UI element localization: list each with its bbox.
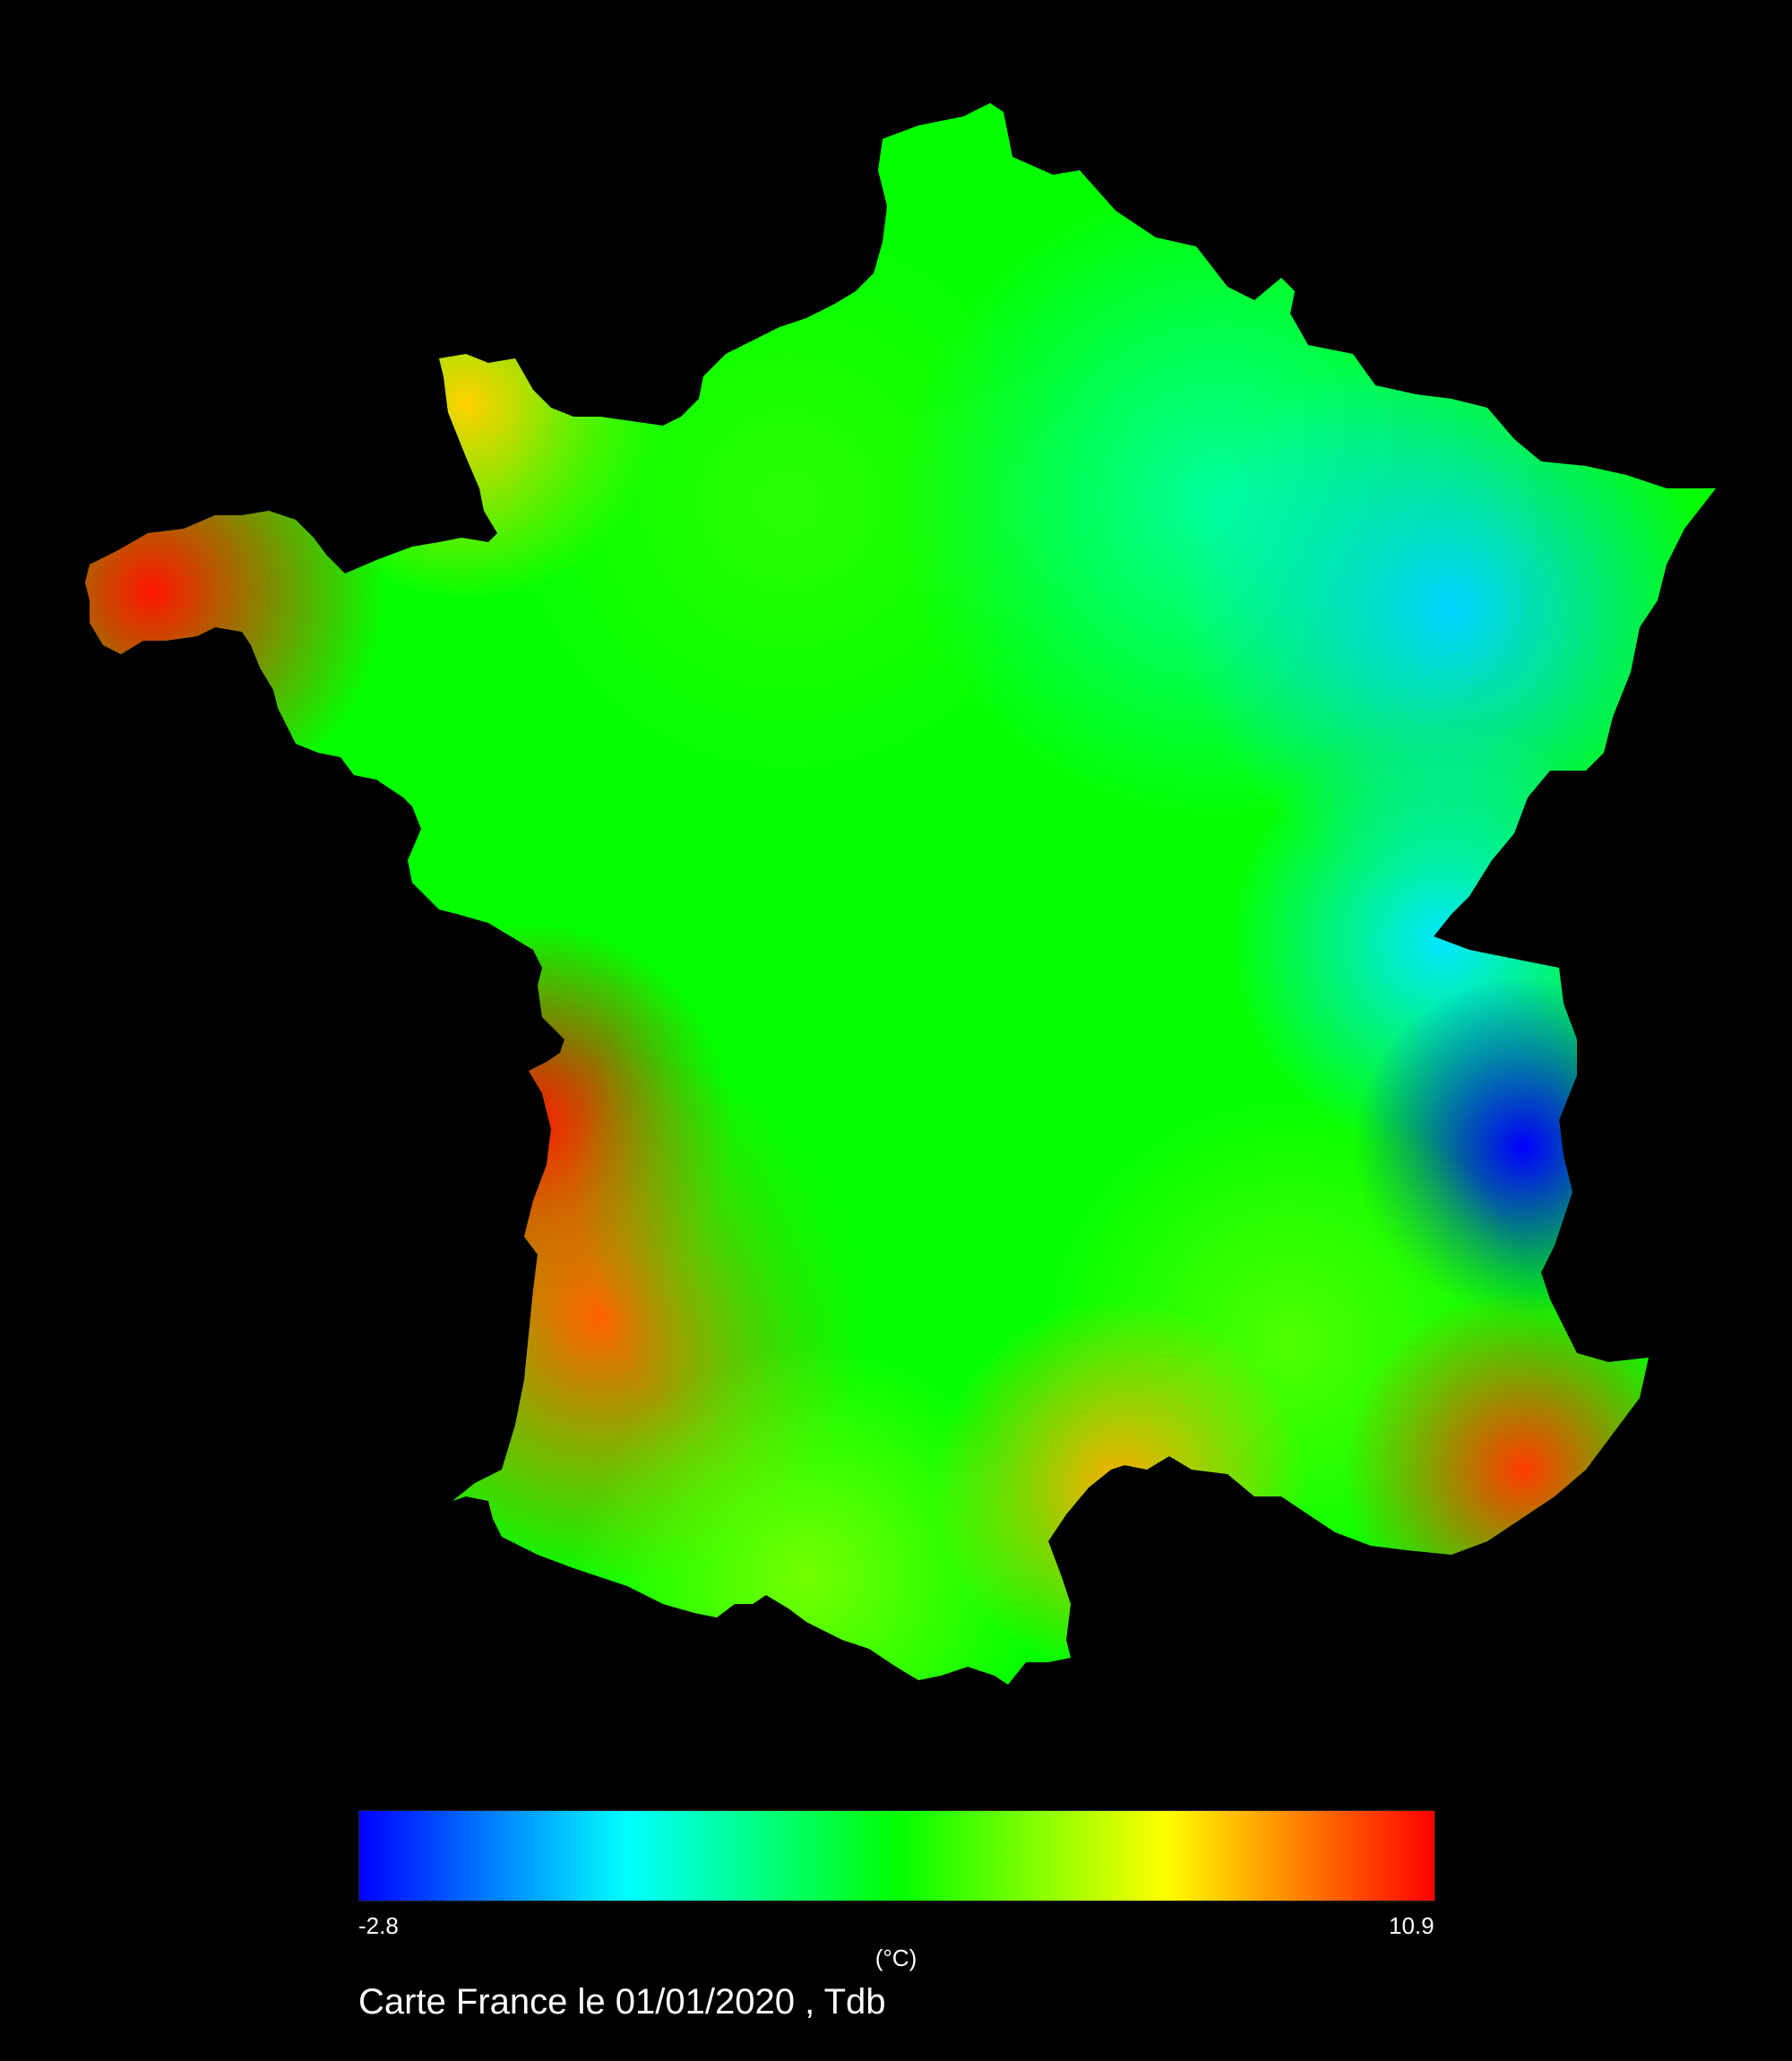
map-title: Carte France le 01/01/2020 , Tdb bbox=[358, 1982, 886, 2022]
zone-pyrenees bbox=[573, 1344, 1039, 1685]
colorbar-max-label: 10.9 bbox=[1389, 1912, 1434, 1939]
colorbar-min-label: -2.8 bbox=[358, 1912, 399, 1939]
colorbar-unit-label: (°C) bbox=[874, 1945, 918, 1971]
colorbar bbox=[358, 1810, 1435, 1901]
temperature-map bbox=[85, 103, 1716, 1685]
zone-alsace-lorraine bbox=[1183, 341, 1716, 878]
